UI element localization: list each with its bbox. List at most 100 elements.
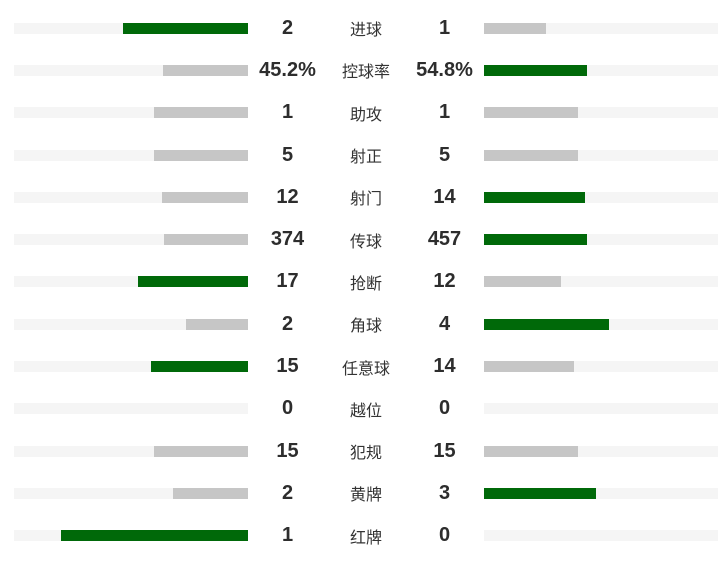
home-bar-fill [163, 64, 248, 76]
away-value: 0 [438, 397, 451, 420]
away-value: 5 [438, 143, 451, 166]
stat-label: 黄牌 [349, 487, 382, 505]
home-bar-fill [163, 234, 248, 246]
home-bar-track [14, 403, 248, 415]
home-bar-fill [151, 361, 248, 373]
stat-label: 任意球 [341, 360, 390, 378]
away-bar-fill [484, 191, 585, 203]
home-bar-track [14, 530, 248, 542]
home-bar-track [14, 361, 248, 373]
stat-row-12: 1 红牌 0 [0, 515, 728, 557]
away-bar-track [484, 191, 718, 203]
away-bar-fill [484, 318, 609, 330]
stat-middle: 2 黄牌 3 [248, 481, 484, 505]
stat-row-11: 2 黄牌 3 [0, 472, 728, 514]
stat-middle: 17 抢断 12 [248, 270, 484, 294]
stat-label: 助攻 [349, 106, 382, 124]
away-bar-track [484, 107, 718, 119]
stat-row-2: 1 助攻 1 [0, 92, 728, 134]
stat-label: 进球 [349, 22, 382, 40]
home-bar-track [14, 487, 248, 499]
away-value: 4 [438, 312, 451, 335]
stat-row-6: 17 抢断 12 [0, 261, 728, 303]
away-bar-track [484, 487, 718, 499]
stat-row-0: 2 进球 1 [0, 7, 728, 49]
away-value: 3 [438, 481, 451, 504]
away-value: 1 [438, 101, 451, 124]
home-value: 0 [281, 397, 294, 420]
stat-middle: 1 助攻 1 [248, 101, 484, 125]
stat-middle: 0 越位 0 [248, 397, 484, 421]
stat-label: 射正 [349, 149, 382, 167]
stat-row-10: 15 犯规 15 [0, 430, 728, 472]
stat-middle: 45.2% 控球率 54.8% [248, 58, 484, 82]
away-bar-fill [484, 487, 597, 499]
stat-row-9: 0 越位 0 [0, 388, 728, 430]
home-bar-track [14, 234, 248, 246]
home-bar-track [14, 107, 248, 119]
stat-row-7: 2 角球 4 [0, 303, 728, 345]
stat-row-8: 15 任意球 14 [0, 345, 728, 387]
home-bar-fill [185, 318, 248, 330]
away-bar-track [484, 234, 718, 246]
home-value: 15 [276, 439, 299, 462]
home-bar-track [14, 276, 248, 288]
away-bar-track [484, 318, 718, 330]
away-bar-fill [484, 107, 578, 119]
stat-row-3: 5 射正 5 [0, 134, 728, 176]
home-bar-fill [154, 445, 248, 457]
away-bar-track [484, 530, 718, 542]
home-bar-fill [154, 107, 248, 119]
home-bar-fill [161, 191, 248, 203]
stat-row-5: 374 传球 457 [0, 218, 728, 260]
home-bar-fill [60, 530, 248, 542]
home-value: 374 [270, 228, 305, 251]
away-bar-fill [484, 361, 575, 373]
away-bar-track [484, 149, 718, 161]
stat-label: 传球 [349, 233, 382, 251]
stat-middle: 2 角球 4 [248, 312, 484, 336]
stat-middle: 5 射正 5 [248, 143, 484, 167]
stat-middle: 12 射门 14 [248, 185, 484, 209]
home-bar-track [14, 64, 248, 76]
stat-label: 角球 [349, 318, 382, 336]
home-value: 1 [281, 524, 294, 547]
away-bar-fill [484, 149, 578, 161]
home-bar-track [14, 149, 248, 161]
away-bar-track [484, 403, 718, 415]
away-bar-fill [484, 276, 562, 288]
stat-middle: 374 传球 457 [248, 228, 484, 252]
home-bar-fill [173, 487, 248, 499]
stat-row-1: 45.2% 控球率 54.8% [0, 49, 728, 91]
away-bar-track [484, 276, 718, 288]
away-value: 457 [427, 228, 462, 251]
stat-row-4: 12 射门 14 [0, 176, 728, 218]
away-value: 0 [438, 524, 451, 547]
stat-label: 射门 [349, 191, 382, 209]
home-value: 2 [281, 16, 294, 39]
away-bar-fill [484, 64, 587, 76]
stat-middle: 15 任意球 14 [248, 355, 484, 379]
stat-middle: 2 进球 1 [248, 16, 484, 40]
home-bar-fill [154, 149, 248, 161]
home-bar-fill [123, 22, 248, 34]
away-value: 1 [438, 16, 451, 39]
away-bar-track [484, 64, 718, 76]
home-value: 2 [281, 481, 294, 504]
home-bar-track [14, 445, 248, 457]
away-value: 54.8% [416, 58, 473, 81]
home-value: 1 [281, 101, 294, 124]
stat-label: 抢断 [349, 275, 382, 293]
away-bar-fill [484, 234, 587, 246]
home-value: 15 [276, 355, 299, 378]
away-value: 15 [433, 439, 456, 462]
stat-label: 控球率 [341, 64, 390, 82]
away-bar-track [484, 445, 718, 457]
stat-middle: 15 犯规 15 [248, 439, 484, 463]
home-bar-track [14, 22, 248, 34]
home-value: 5 [281, 143, 294, 166]
home-bar-fill [138, 276, 248, 288]
away-bar-track [484, 22, 718, 34]
away-bar-fill [484, 445, 578, 457]
